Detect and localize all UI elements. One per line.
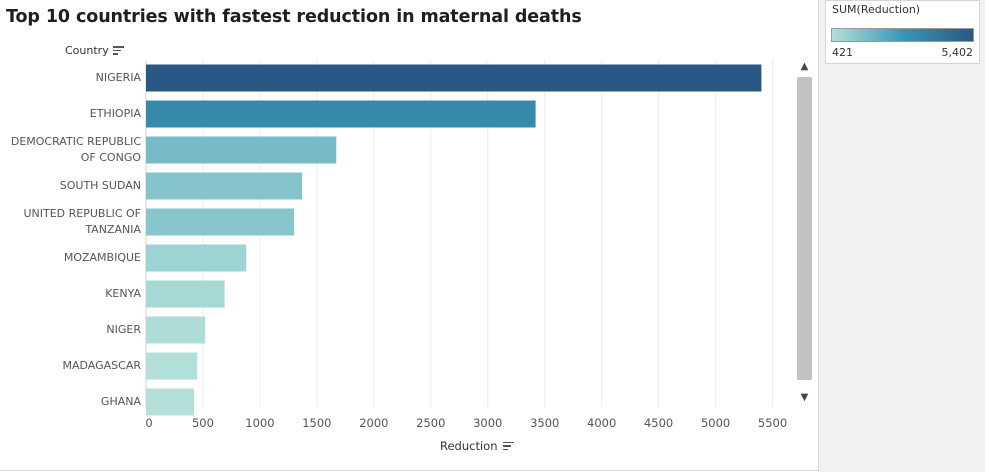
category-label-line: SOUTH SUDAN <box>59 179 141 192</box>
x-tick-label: 0 <box>145 416 152 430</box>
category-label: MADAGASCAR <box>0 358 141 374</box>
bar[interactable] <box>146 388 194 416</box>
scroll-up-icon[interactable]: ▲ <box>800 61 809 72</box>
legend-max-label: 5,402 <box>941 46 974 59</box>
bar[interactable] <box>146 136 337 164</box>
x-tick-label: 3000 <box>473 416 502 430</box>
category-label: NIGER <box>0 322 141 338</box>
category-label: ETHIOPIA <box>0 106 141 122</box>
chart-title: Top 10 countries with fastest reduction … <box>6 7 582 27</box>
x-tick-label: 1500 <box>302 416 331 430</box>
bar[interactable] <box>146 208 295 236</box>
category-label: NIGERIA <box>0 70 141 86</box>
category-label-line: MOZAMBIQUE <box>63 251 141 264</box>
x-axis-label: Reduction <box>440 439 498 453</box>
legend-title: SUM(Reduction) <box>832 3 921 16</box>
x-tick-label: 2500 <box>416 416 445 430</box>
sort-icon[interactable] <box>502 441 514 451</box>
x-tick-label: 2000 <box>359 416 388 430</box>
category-label-line: UNITED REPUBLIC OF <box>23 207 141 220</box>
x-tick-label: 5000 <box>701 416 730 430</box>
legend-min-label: 421 <box>832 46 853 59</box>
bar[interactable] <box>146 244 247 272</box>
category-label: SOUTH SUDAN <box>0 178 141 194</box>
x-tick-label: 1000 <box>245 416 274 430</box>
category-label: KENYA <box>0 286 141 302</box>
category-label: DEMOCRATIC REPUBLIC OF CONGO <box>0 134 141 166</box>
bar[interactable] <box>146 64 762 92</box>
vertical-scrollbar[interactable]: ▲ ▼ <box>796 60 813 407</box>
country-column-header[interactable]: Country <box>65 44 124 57</box>
category-label-line: KENYA <box>105 287 141 300</box>
bar[interactable] <box>146 316 206 344</box>
bar[interactable] <box>146 172 303 200</box>
category-label: MOZAMBIQUE <box>0 250 141 266</box>
bar[interactable] <box>146 352 198 380</box>
category-label-line: OF CONGO <box>80 151 141 164</box>
scroll-down-icon[interactable]: ▼ <box>800 392 809 403</box>
x-tick-label: 500 <box>192 416 214 430</box>
x-axis-title[interactable]: Reduction <box>440 439 514 453</box>
category-label: GHANA <box>0 394 141 410</box>
category-label-line: TANZANIA <box>85 223 141 236</box>
category-label-line: ETHIOPIA <box>89 107 141 120</box>
category-label-line: MADAGASCAR <box>62 359 141 372</box>
scroll-thumb[interactable] <box>797 77 812 380</box>
category-label: UNITED REPUBLIC OF TANZANIA <box>0 206 141 238</box>
x-tick-label: 4500 <box>644 416 673 430</box>
x-tick-label: 4000 <box>587 416 616 430</box>
category-label-line: DEMOCRATIC REPUBLIC <box>10 135 141 148</box>
x-tick-label: 3500 <box>530 416 559 430</box>
category-label-line: NIGER <box>106 323 141 336</box>
legend-color-ramp <box>831 28 974 42</box>
x-tick-label: 5500 <box>758 416 787 430</box>
category-label-line: GHANA <box>100 395 141 408</box>
color-legend: SUM(Reduction) 421 5,402 <box>825 0 980 64</box>
legend-panel <box>818 0 985 472</box>
sort-descending-icon[interactable] <box>112 46 124 55</box>
bar[interactable] <box>146 100 536 128</box>
country-header-label: Country <box>65 44 109 57</box>
category-label-line: NIGERIA <box>95 71 141 84</box>
bar[interactable] <box>146 280 225 308</box>
bar-chart: 0 500 1000 1500 2000 2500 3000 3500 4000 4500 5000… <box>145 60 787 430</box>
panel-bottom-border <box>0 470 818 471</box>
